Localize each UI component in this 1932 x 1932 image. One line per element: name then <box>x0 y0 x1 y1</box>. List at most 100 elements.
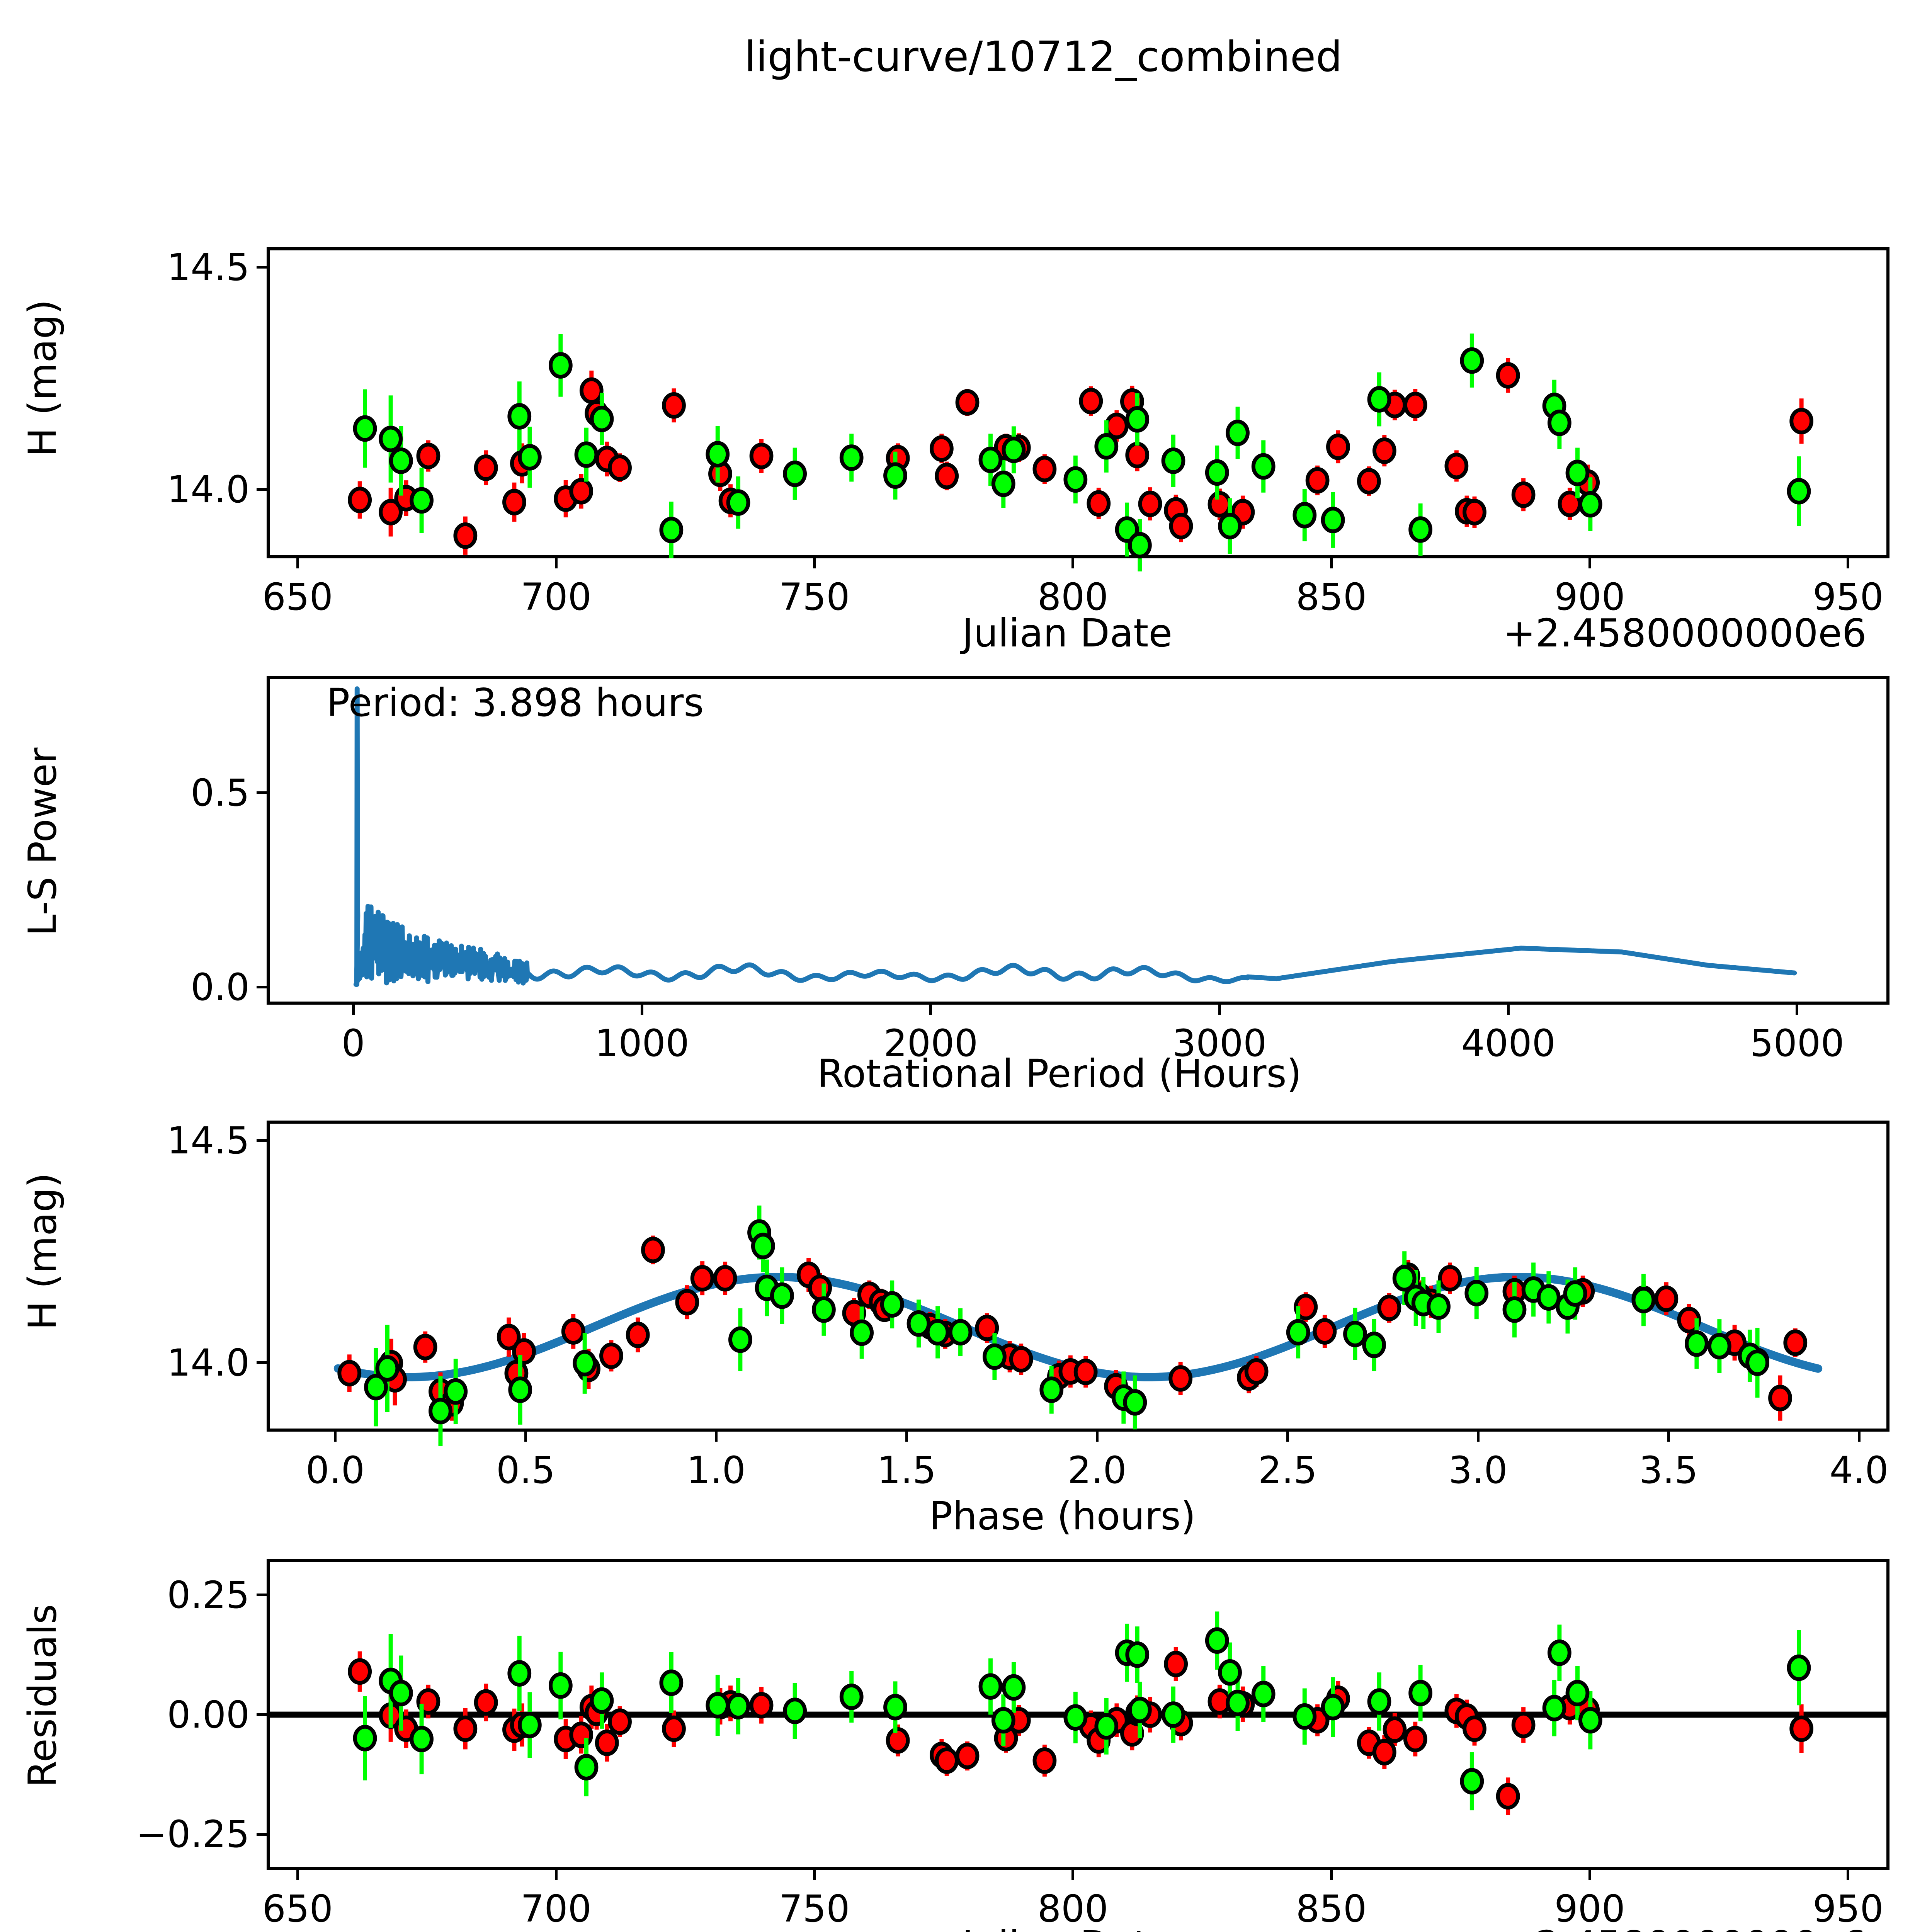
data-point <box>749 442 774 469</box>
light-curve-x-offset: +2.4580000000e6 <box>1503 611 1867 656</box>
data-point <box>1460 1768 1484 1795</box>
data-point <box>1218 1659 1242 1686</box>
residuals-xlabel: Julian Date <box>962 1922 1172 1932</box>
y-tick-label: −0.25 <box>136 1813 250 1856</box>
phase-folded-ylabel: H (mag) <box>20 1172 65 1330</box>
y-tick-mark <box>257 1139 267 1142</box>
data-point <box>1403 1726 1427 1752</box>
data-point <box>1789 408 1814 435</box>
data-point <box>1073 1359 1098 1385</box>
data-point <box>453 522 478 549</box>
x-tick-label: 700 <box>520 575 592 619</box>
periodogram-period-annotation: Period: 3.898 hours <box>327 680 704 725</box>
data-point <box>453 1715 478 1742</box>
data-point <box>1305 467 1330 494</box>
x-tick-mark <box>1796 1005 1799 1015</box>
data-point <box>770 1282 794 1309</box>
data-point <box>1789 1715 1814 1742</box>
y-tick-mark <box>257 488 267 491</box>
data-point <box>783 460 807 487</box>
data-point <box>675 1289 699 1316</box>
data-point <box>590 405 614 432</box>
data-point <box>1002 1674 1026 1701</box>
data-point <box>1496 1783 1520 1810</box>
data-point <box>883 462 907 489</box>
light-curve-series-green <box>353 333 1811 571</box>
data-point <box>579 377 604 404</box>
data-point <box>364 1374 388 1401</box>
data-point <box>1745 1349 1769 1376</box>
data-point <box>410 1726 434 1752</box>
data-point <box>595 1730 619 1756</box>
data-point <box>1367 1688 1391 1715</box>
x-tick-mark <box>813 558 816 568</box>
figure-title: light-curve/10712_combined <box>744 33 1342 81</box>
data-point <box>1372 1739 1396 1765</box>
data-point <box>1403 391 1427 418</box>
x-tick-mark <box>1071 1870 1075 1880</box>
x-tick-label: 5000 <box>1750 1022 1844 1065</box>
residuals-plot-area <box>270 1611 1886 1815</box>
x-tick-label: 2.0 <box>1067 1449 1127 1492</box>
data-point <box>1138 490 1162 517</box>
data-point <box>1565 1680 1590 1706</box>
data-point <box>886 1727 910 1754</box>
y-tick-label: 0.00 <box>167 1693 250 1736</box>
data-point <box>1408 516 1432 543</box>
data-point <box>1039 1376 1064 1403</box>
data-point <box>948 1319 973 1346</box>
data-point <box>1654 1285 1679 1312</box>
y-tick-mark <box>257 986 267 989</box>
periodogram-curve <box>353 686 1797 987</box>
data-point <box>416 442 440 469</box>
data-point <box>812 1296 836 1323</box>
data-point <box>497 1323 521 1350</box>
light-curve-xlabel: Julian Date <box>962 611 1172 656</box>
data-point <box>883 1694 907 1721</box>
x-tick-mark <box>333 1432 337 1442</box>
x-tick-label: 950 <box>1813 1887 1884 1930</box>
data-point <box>1392 1265 1417 1292</box>
x-tick-mark <box>1847 558 1850 568</box>
data-point <box>751 1233 775 1260</box>
phase-folded-plot-area <box>333 1205 1823 1446</box>
data-point <box>1161 1701 1185 1728</box>
data-point <box>1164 1651 1188 1677</box>
data-point <box>507 403 532 430</box>
data-point <box>379 499 403 526</box>
data-point <box>706 441 730 468</box>
data-point <box>1685 1330 1709 1357</box>
data-point <box>925 1319 950 1346</box>
x-tick-mark <box>296 558 299 568</box>
data-point <box>783 1697 807 1725</box>
x-tick-label: 4.0 <box>1829 1449 1889 1492</box>
y-tick-label: 0.0 <box>190 965 250 1009</box>
data-point <box>975 1315 999 1341</box>
x-tick-label: 1.0 <box>687 1449 746 1492</box>
x-tick-mark <box>1857 1432 1861 1442</box>
data-point <box>1063 466 1088 493</box>
data-point <box>444 1378 468 1405</box>
data-point <box>1326 434 1350 460</box>
data-point <box>1226 419 1250 446</box>
data-point <box>880 1291 904 1318</box>
x-tick-label: 0.0 <box>306 1449 365 1492</box>
data-point <box>574 1754 599 1781</box>
data-point <box>353 415 377 442</box>
data-point <box>1313 1318 1337 1345</box>
data-point <box>1293 1703 1317 1730</box>
x-tick-label: 3.5 <box>1639 1449 1698 1492</box>
data-point <box>1286 1319 1310 1346</box>
x-tick-mark <box>1330 558 1333 568</box>
data-point <box>1125 406 1150 433</box>
data-point <box>1502 1296 1527 1323</box>
data-point <box>955 1743 980 1769</box>
x-tick-label: 2.5 <box>1258 1449 1317 1492</box>
data-point <box>1377 1294 1401 1321</box>
data-point <box>1009 1346 1033 1373</box>
data-point <box>1787 478 1811 505</box>
data-point <box>590 1687 614 1714</box>
data-point <box>808 1274 832 1301</box>
data-point <box>1218 513 1242 539</box>
